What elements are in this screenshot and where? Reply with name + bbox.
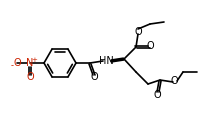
Text: O: O bbox=[146, 41, 154, 51]
Text: HN: HN bbox=[99, 56, 113, 66]
Text: -: - bbox=[11, 61, 14, 70]
Text: O: O bbox=[134, 27, 142, 37]
Text: O: O bbox=[153, 90, 161, 100]
Text: O: O bbox=[170, 76, 178, 86]
Text: O: O bbox=[90, 73, 98, 83]
Text: O: O bbox=[26, 72, 34, 82]
Text: +: + bbox=[32, 57, 37, 63]
Text: O: O bbox=[13, 58, 21, 68]
Text: N: N bbox=[26, 58, 34, 68]
